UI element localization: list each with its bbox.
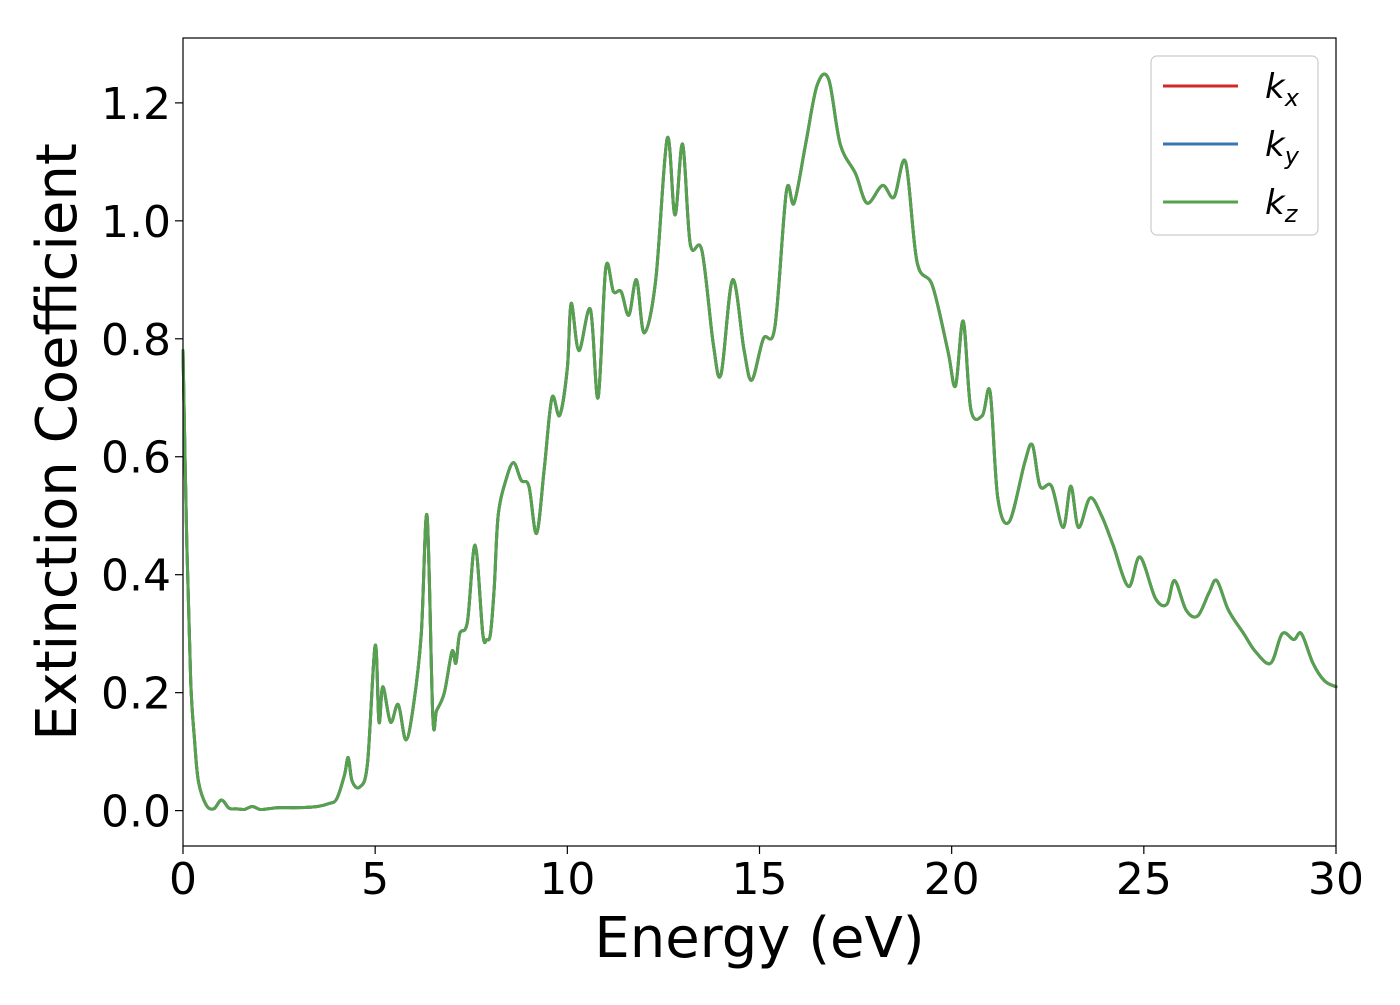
x-tick-label: 30 <box>1308 854 1364 905</box>
y-tick-label: 0.4 <box>101 551 171 602</box>
y-tick-label: 0.6 <box>101 433 171 484</box>
x-axis-ticks: 0 5 10 15 20 25 30 <box>169 846 1364 905</box>
x-tick-label: 10 <box>539 854 595 905</box>
x-tick-label: 0 <box>169 854 197 905</box>
y-axis-label: Extinction Coefficient <box>25 143 90 741</box>
x-tick-label: 5 <box>361 854 389 905</box>
legend-label-kz: kz <box>1265 183 1299 228</box>
series-layer <box>181 72 1338 812</box>
y-axis-ticks: 0.0 0.2 0.4 0.6 0.8 1.0 1.2 <box>101 79 183 838</box>
y-tick-label: 0.8 <box>101 315 171 366</box>
y-tick-label: 1.2 <box>101 79 171 130</box>
x-tick-label: 25 <box>1116 854 1172 905</box>
y-tick-label: 1.0 <box>101 197 171 248</box>
x-tick-label: 15 <box>732 854 788 905</box>
y-tick-label: 0.0 <box>101 787 171 838</box>
x-tick-label: 20 <box>924 854 980 905</box>
series-line-k-z <box>181 72 1338 812</box>
x-axis-label: Energy (eV) <box>594 906 924 971</box>
y-tick-label: 0.2 <box>101 669 171 720</box>
